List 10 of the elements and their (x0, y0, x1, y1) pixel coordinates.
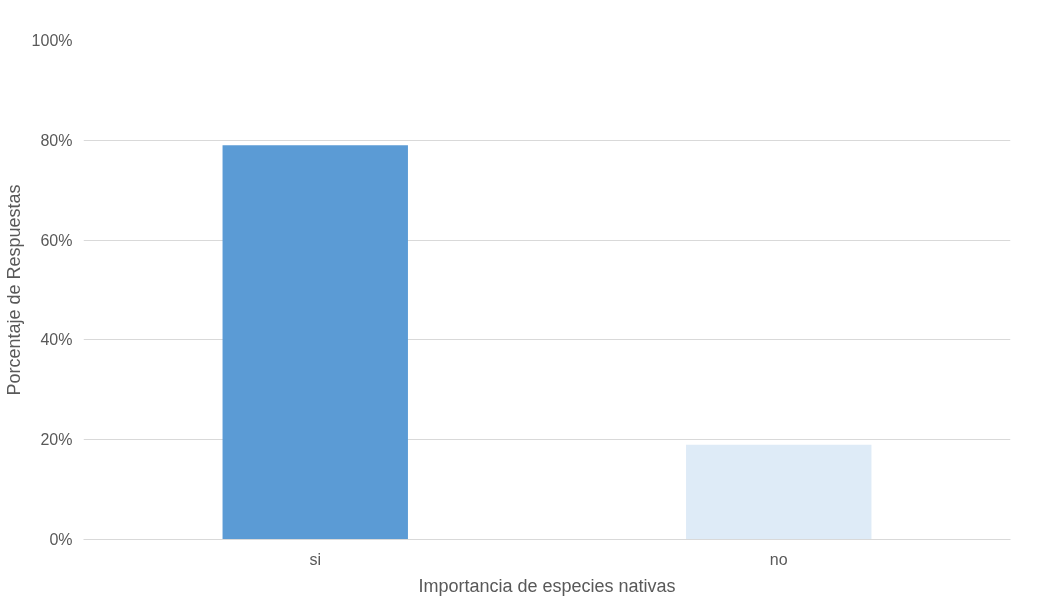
y-tick-label: 40% (40, 331, 73, 349)
x-tick-label: no (769, 550, 788, 568)
y-axis-title: Porcentaje de Respuestas (3, 184, 24, 396)
y-tick-label: 80% (40, 131, 73, 149)
x-axis-title: Importancia de especies nativas (418, 575, 676, 596)
y-tick-label: 20% (40, 431, 73, 449)
y-tick-label: 100% (31, 32, 73, 49)
y-tick-label: 60% (40, 231, 73, 249)
x-tick-label: si (309, 550, 322, 568)
y-tick-label: 0% (49, 531, 73, 548)
